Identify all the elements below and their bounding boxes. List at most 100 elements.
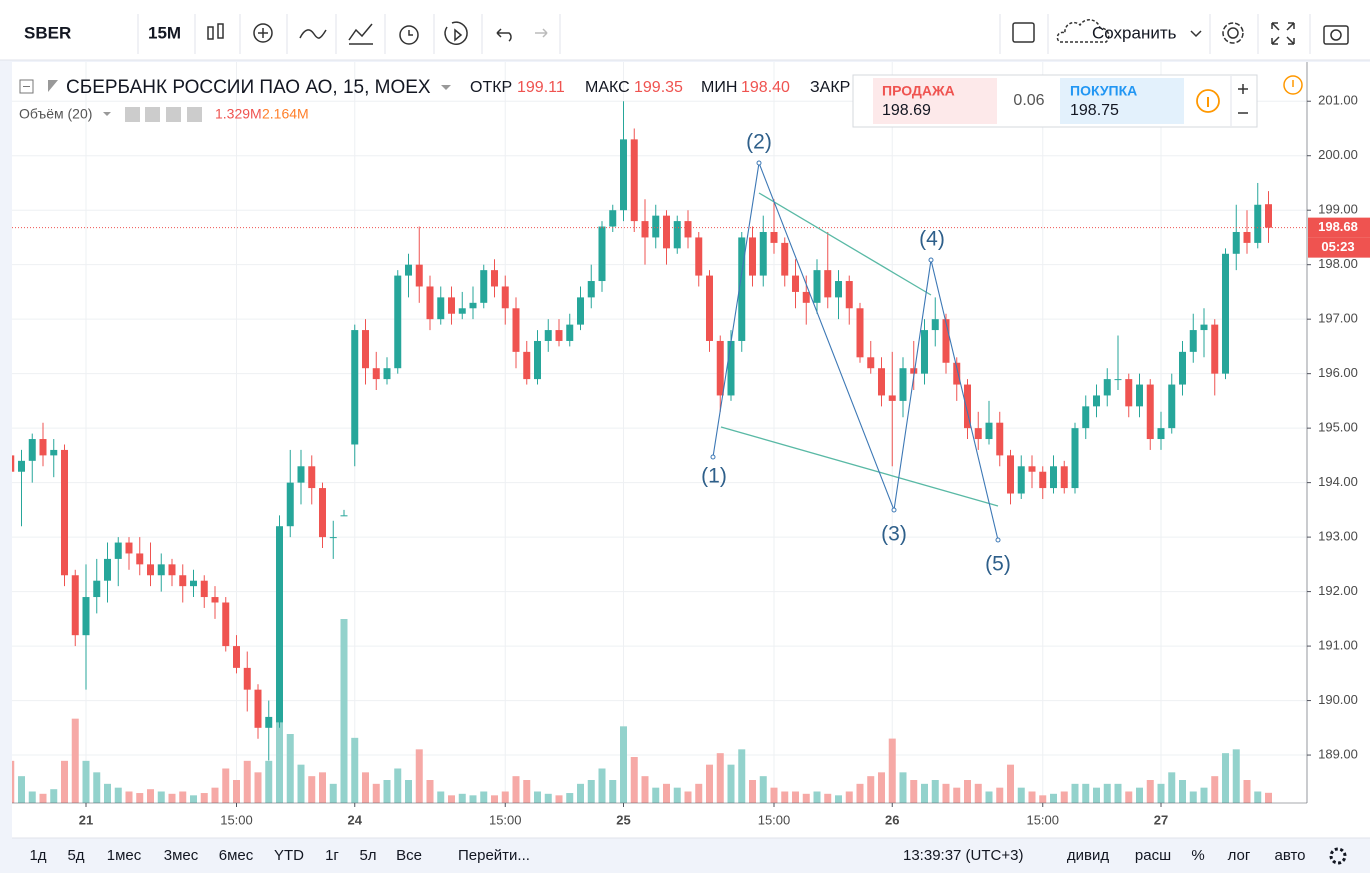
candle-body (910, 368, 918, 374)
y-tick-label: 195.00 (1318, 420, 1358, 435)
volume-bar (383, 780, 391, 803)
candle-body (147, 564, 154, 576)
sell-button[interactable] (873, 78, 997, 124)
interval-button[interactable]: 15M (148, 23, 181, 42)
candle-body (1125, 379, 1133, 407)
volume-bar (577, 783, 584, 803)
candle-body (71, 575, 79, 636)
legend-value: 199.11 (517, 79, 565, 96)
trade-widget: ПРОДАЖА 198.69 0.06 ПОКУПКА 198.75 (852, 74, 1258, 128)
range-button[interactable]: 1мес (107, 847, 142, 864)
volume-bar (125, 791, 133, 803)
volume-bar (1114, 783, 1122, 803)
x-tick-label: 15:00 (758, 812, 791, 827)
volume-ma: 2.164M (262, 106, 309, 122)
candle-body (652, 215, 660, 238)
candle-body (964, 384, 971, 429)
last-price-label: 198.68 (1318, 219, 1358, 234)
range-button[interactable]: 1г (325, 847, 339, 864)
volume-bar (233, 780, 240, 803)
toolbar-icons[interactable] (207, 19, 1349, 45)
volume-bar (501, 791, 509, 803)
candle-body (18, 460, 25, 472)
zoom-buttons[interactable] (1238, 84, 1248, 114)
option-button[interactable]: авто (1274, 847, 1305, 864)
buy-button[interactable] (1060, 78, 1184, 124)
candle-body (663, 215, 670, 249)
wave-drawing[interactable]: (1) (2) (3) (4) (5) (701, 131, 1011, 576)
range-button[interactable]: YTD (274, 847, 304, 864)
candle-body (480, 270, 488, 303)
candle-body (738, 237, 746, 341)
info-icon[interactable] (1196, 89, 1220, 113)
candle-body (50, 449, 58, 456)
volume-bar (1093, 787, 1100, 803)
range-button[interactable]: Все (396, 847, 422, 864)
volume-bar (82, 760, 90, 803)
candle-body (340, 515, 348, 517)
x-tick-label: 15:00 (489, 812, 522, 827)
clock: 13:39:37 (UTC+3) (903, 847, 1023, 864)
candle-body (93, 580, 101, 598)
symbol-button[interactable]: SBER (24, 23, 71, 42)
alert-icon[interactable] (1283, 75, 1303, 95)
range-button[interactable]: 3мес (164, 847, 199, 864)
volume-bar (394, 768, 402, 803)
candle-body (749, 237, 756, 276)
wave-label: (4) (919, 228, 945, 251)
volume-bar (523, 780, 531, 803)
volume-bar (964, 780, 971, 803)
spread: 0.06 (1013, 92, 1044, 109)
candle-body (157, 564, 165, 576)
candle-body (598, 226, 606, 282)
candle-body (899, 368, 907, 401)
candle-body (727, 340, 735, 396)
volume-bar (942, 783, 950, 803)
volume-bar (168, 793, 176, 803)
candle-body (835, 281, 842, 298)
candle-body (878, 368, 885, 396)
volume-bar (1007, 764, 1014, 803)
option-button[interactable]: расш (1135, 847, 1171, 864)
volume-bar (824, 793, 832, 803)
volume-bar (770, 787, 778, 803)
range-button[interactable]: 5д (67, 847, 84, 864)
volume-bar (190, 795, 197, 803)
candle-body (104, 558, 111, 581)
goto-button[interactable]: Перейти... (458, 847, 530, 864)
volume-bar (759, 776, 767, 803)
candle-body (243, 667, 251, 690)
candle-body (792, 275, 799, 292)
range-button[interactable]: 1д (29, 847, 46, 864)
candle-body (555, 330, 563, 341)
chart-panel (12, 62, 1370, 838)
option-button[interactable]: дивид (1067, 847, 1109, 864)
volume-bar (534, 791, 541, 803)
volume-bar (222, 768, 230, 803)
range-button[interactable]: 5л (359, 847, 376, 864)
option-button[interactable]: % (1191, 847, 1204, 864)
buy-price: 198.75 (1070, 102, 1119, 119)
volume-bar (792, 791, 799, 803)
save-button[interactable]: Сохранить (1092, 23, 1177, 42)
volume-bar (598, 768, 606, 803)
candle-body (824, 270, 832, 298)
volume-bar (587, 780, 595, 803)
volume-bar (974, 783, 982, 803)
volume-bar (351, 737, 359, 803)
y-tick-label: 194.00 (1318, 474, 1358, 489)
candle-body (372, 368, 380, 380)
volume-bar (39, 793, 47, 803)
volume-bar (996, 787, 1004, 803)
volume-bar (1039, 795, 1047, 803)
bottom-bar: 1д 5д 1мес 3мес 6мес YTD 1г 5л Все Перейти... 13:3… (12, 837, 1370, 865)
volume-bar (18, 776, 25, 803)
volume-bar (114, 787, 122, 803)
volume-bar (845, 791, 853, 803)
legend-name: МАКС (585, 79, 630, 96)
volume-bar (931, 780, 939, 803)
settings-icon[interactable] (1329, 847, 1347, 865)
candle-body (308, 466, 316, 489)
range-button[interactable]: 6мес (219, 847, 254, 864)
option-button[interactable]: лог (1228, 847, 1251, 864)
